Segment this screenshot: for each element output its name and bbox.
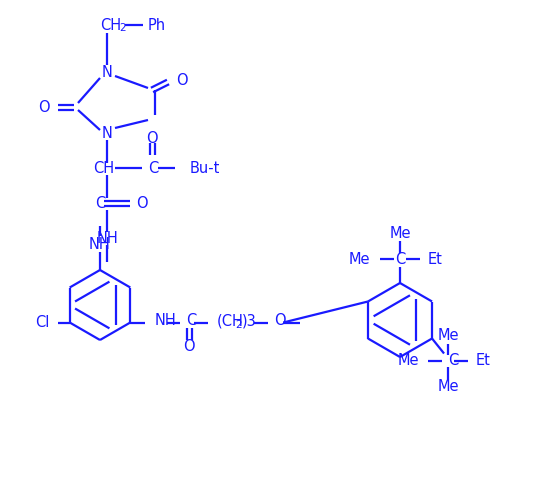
- Text: O: O: [274, 313, 286, 328]
- Text: Ph: Ph: [148, 18, 166, 33]
- Text: Me: Me: [397, 353, 419, 368]
- Text: Me: Me: [348, 251, 370, 266]
- Text: C: C: [95, 195, 105, 210]
- Text: 2: 2: [235, 319, 242, 330]
- Text: C: C: [395, 251, 405, 266]
- Text: Me: Me: [437, 379, 459, 394]
- Text: )3: )3: [243, 313, 257, 328]
- Text: N: N: [101, 65, 112, 80]
- Text: Cl: Cl: [35, 315, 50, 330]
- Text: Bu-t: Bu-t: [190, 160, 220, 175]
- Text: CH: CH: [100, 18, 121, 33]
- Text: 2: 2: [119, 23, 126, 33]
- Text: O: O: [38, 100, 50, 114]
- Text: Me: Me: [389, 226, 411, 240]
- Text: NH: NH: [96, 230, 118, 246]
- Text: N: N: [101, 125, 112, 140]
- Text: CH: CH: [93, 160, 114, 175]
- Text: (CH: (CH: [216, 313, 243, 328]
- Text: O: O: [176, 72, 187, 88]
- Text: O: O: [146, 130, 158, 146]
- Text: Et: Et: [476, 353, 491, 368]
- Text: C: C: [186, 313, 197, 328]
- Text: O: O: [136, 195, 148, 210]
- Text: Et: Et: [428, 251, 443, 266]
- Text: NH: NH: [89, 237, 111, 251]
- Text: Me: Me: [437, 328, 459, 343]
- Text: NH: NH: [154, 313, 176, 328]
- Text: O: O: [184, 339, 195, 354]
- Text: C: C: [448, 353, 458, 368]
- Text: C: C: [148, 160, 158, 175]
